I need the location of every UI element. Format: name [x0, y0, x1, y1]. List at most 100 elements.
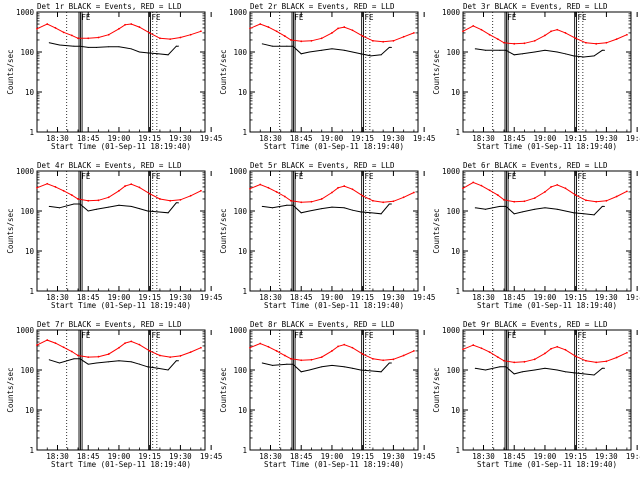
lld-point — [300, 359, 303, 362]
x-tick-label: 18:30 — [472, 134, 495, 143]
lld-point — [249, 187, 251, 190]
x-tick-label: 19:30 — [382, 293, 405, 302]
lld-point — [564, 348, 567, 351]
x-tick-label: 19:30 — [169, 452, 192, 461]
events-point — [360, 369, 362, 371]
x-axis-label: Start Time (01-Sep-11 18:19:40) — [264, 301, 404, 310]
events-point — [351, 367, 353, 369]
y-axis-label: Counts/sec — [432, 49, 441, 94]
plot-frame — [462, 11, 632, 133]
lld-point — [626, 190, 628, 193]
events-point — [157, 367, 159, 369]
events-point — [593, 374, 595, 376]
plot-frame — [249, 170, 419, 292]
events-point — [130, 205, 132, 207]
events-point — [292, 363, 294, 365]
lld-point — [337, 345, 339, 348]
lld-point — [179, 36, 182, 39]
x-tick-label: 19:00 — [534, 134, 557, 143]
lld-point — [70, 194, 73, 196]
lld-point — [138, 343, 141, 346]
events-point — [73, 203, 75, 205]
lld-point — [595, 42, 598, 45]
events-point — [308, 210, 310, 212]
lld-point — [70, 350, 73, 353]
lld-point — [556, 28, 559, 31]
events-point — [351, 51, 353, 53]
fe-marker-label: FE — [81, 13, 91, 22]
events-point — [118, 46, 120, 48]
lld-point — [179, 198, 182, 201]
fe-marker-label: FE — [365, 13, 375, 22]
x-tick-label: 18:30 — [46, 293, 69, 302]
events-point — [59, 362, 61, 364]
events-point — [573, 55, 575, 57]
events-point — [95, 362, 97, 364]
panel-title: Det 2r BLACK = Events, RED = LLD — [250, 2, 395, 11]
lld-point — [402, 196, 405, 199]
lld-point — [320, 37, 323, 40]
fe-marker-label: FE — [507, 13, 517, 22]
events-point — [292, 204, 294, 206]
events-point — [380, 54, 382, 56]
events-point — [360, 211, 362, 213]
x-tick-label: 18:45 — [77, 134, 100, 143]
x-axis-label: Start Time (01-Sep-11 18:19:40) — [477, 142, 617, 151]
x-tick-label: 19:30 — [595, 134, 618, 143]
lld-point — [462, 187, 464, 190]
panel-title: Det 8r BLACK = Events, RED = LLD — [250, 320, 395, 329]
lld-point — [480, 347, 483, 350]
events-point — [167, 369, 169, 371]
y-axis-label: Counts/sec — [432, 208, 441, 253]
events-point — [167, 54, 169, 56]
events-point — [59, 207, 61, 209]
lld-point — [544, 191, 546, 193]
events-point — [564, 53, 566, 55]
x-tick-label: 19:45 — [626, 293, 640, 302]
events-point — [380, 371, 382, 373]
lld-point — [585, 199, 587, 202]
x-tick-label: 19:45 — [200, 134, 223, 143]
events-point — [261, 362, 263, 364]
x-tick-label: 18:45 — [503, 452, 526, 461]
events-point — [331, 48, 333, 50]
events-point — [79, 45, 81, 47]
y-tick-label: 100 — [446, 366, 460, 375]
fe-marker-label: FE — [365, 172, 375, 181]
lld-point — [331, 191, 333, 194]
lld-point — [361, 194, 364, 197]
events-point — [177, 45, 179, 47]
events-point — [79, 358, 81, 360]
lld-point — [97, 199, 100, 202]
lld-point — [488, 33, 491, 36]
x-axis-label: Start Time (01-Sep-11 18:19:40) — [51, 301, 191, 310]
events-point — [534, 208, 536, 210]
events-point — [331, 206, 333, 208]
lld-point — [595, 361, 598, 364]
x-axis-label: Start Time (01-Sep-11 18:19:40) — [477, 301, 617, 310]
y-tick-label: 1000 — [229, 8, 248, 17]
lld-point — [605, 199, 608, 202]
fe-marker-label: FE — [152, 172, 162, 181]
lld-point — [310, 358, 313, 361]
panel-title: Det 6r BLACK = Events, RED = LLD — [463, 161, 608, 170]
events-point — [147, 366, 149, 368]
fe-marker-label: FE — [365, 331, 375, 340]
lld-point — [523, 360, 526, 363]
events-point — [513, 373, 515, 375]
lld-point — [320, 356, 323, 359]
y-tick-label: 100 — [233, 48, 247, 57]
events-point — [138, 51, 140, 53]
events-point — [593, 214, 595, 216]
x-tick-label: 18:30 — [46, 452, 69, 461]
y-tick-label: 100 — [233, 207, 247, 216]
lld-point — [159, 37, 161, 40]
y-tick-label: 10 — [238, 247, 248, 256]
lld-point — [179, 355, 182, 357]
lld-point — [615, 356, 618, 359]
events-point — [175, 360, 177, 362]
x-tick-label: 19:30 — [382, 134, 405, 143]
lld-point — [189, 351, 192, 354]
events-point — [138, 208, 140, 210]
